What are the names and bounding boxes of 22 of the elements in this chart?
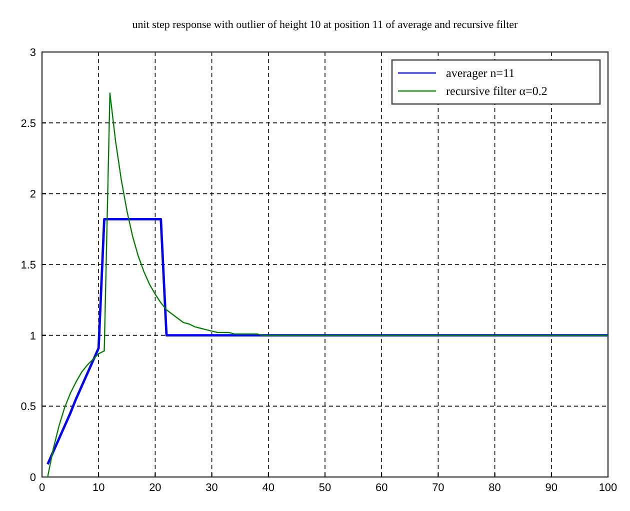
y-tick-label: 2.5	[20, 118, 36, 130]
line-series	[46, 218, 610, 466]
y-tick-label: 0.5	[20, 401, 36, 414]
x-tick-label: 100	[598, 482, 618, 494]
x-tick-label: 20	[149, 482, 162, 494]
x-tick-label: 70	[432, 482, 444, 494]
x-tick-label: 60	[375, 482, 388, 494]
y-tick-label: 1	[30, 330, 36, 342]
y-tick-label: 2	[30, 188, 36, 201]
y-tick-label: 1.5	[20, 260, 36, 272]
y-tick-label: 0	[30, 472, 36, 484]
y-tick-label: 3	[30, 47, 36, 59]
chart-title: unit step response with outlier of height 10 at position 11 of average and recursive filter	[132, 19, 518, 31]
x-tick-label: 50	[318, 482, 332, 494]
x-tick-label: 40	[262, 482, 275, 494]
x-tick-label: 0	[38, 482, 46, 494]
x-tick-label: 80	[488, 482, 501, 494]
legend-label: recursive filter α=0.2	[446, 84, 548, 98]
legend-label: averager n=11	[446, 66, 515, 80]
x-tick-label: 30	[206, 482, 218, 494]
x-tick-label: 90	[545, 482, 558, 494]
x-tick-label: 10	[92, 482, 105, 494]
